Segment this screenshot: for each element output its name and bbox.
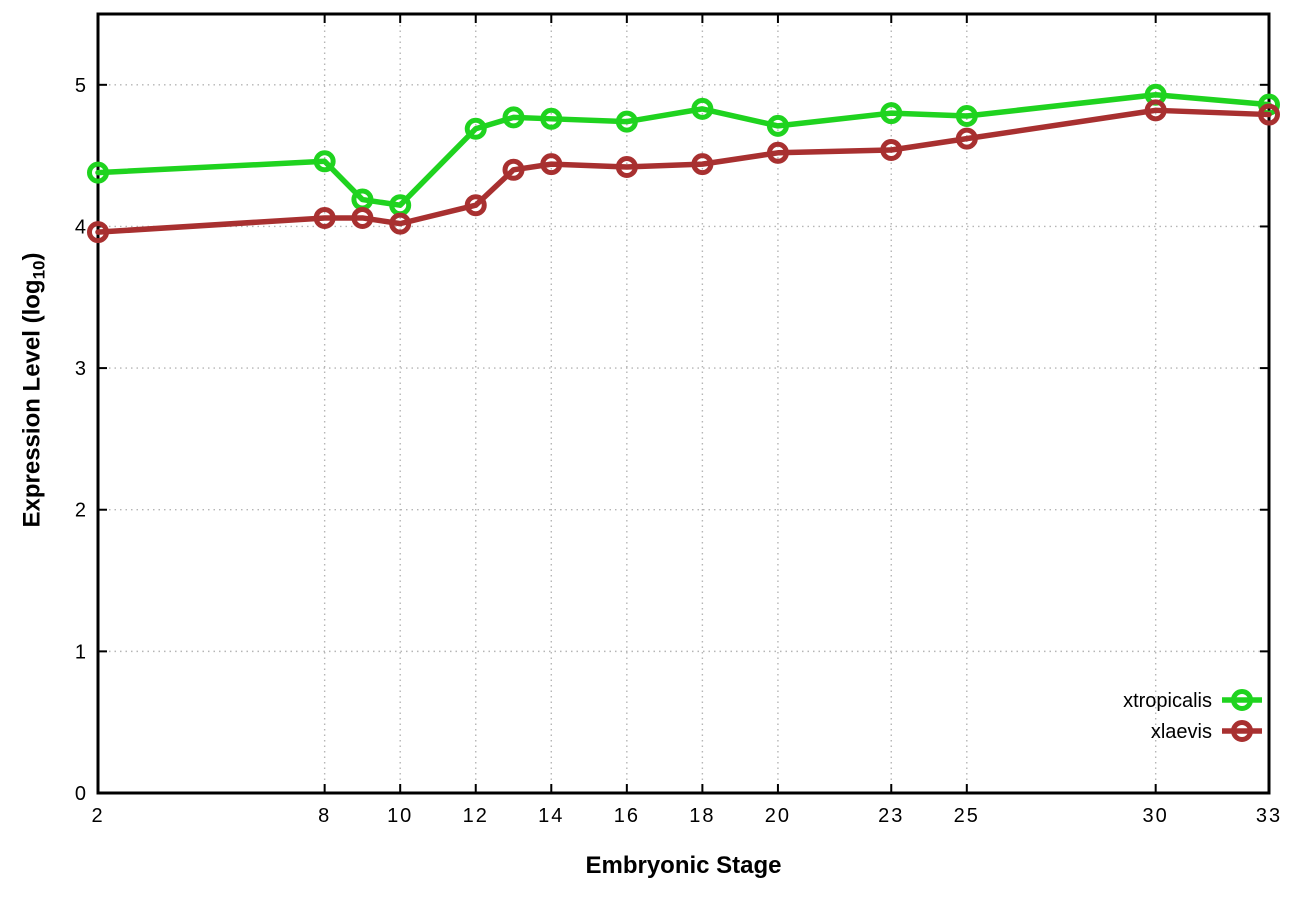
data-point-xlaevis xyxy=(389,212,412,235)
x-tick-label: 20 xyxy=(765,805,791,827)
y-axis-title-close: ) xyxy=(18,252,46,261)
y-axis-title-subscript: 10 xyxy=(29,260,49,280)
legend-sample-marker-xlaevis xyxy=(1231,720,1253,742)
data-point-xlaevis xyxy=(87,221,109,244)
data-point-xlaevis xyxy=(691,153,714,176)
data-point-xtropicalis xyxy=(691,97,714,120)
data-point-xlaevis xyxy=(502,158,525,181)
x-tick-label: 10 xyxy=(387,805,413,827)
x-tick-label: 25 xyxy=(954,805,980,827)
x-tick-label: 16 xyxy=(614,805,640,827)
x-tick-label: 8 xyxy=(318,805,331,827)
data-point-xtropicalis xyxy=(502,106,525,129)
legend-sample-marker-xtropicalis xyxy=(1231,689,1253,711)
x-tick-label: 14 xyxy=(538,805,564,827)
data-point-xtropicalis xyxy=(464,117,487,140)
x-tick-label: 18 xyxy=(689,805,715,827)
data-point-xlaevis xyxy=(540,153,563,176)
data-point-xtropicalis xyxy=(955,104,978,127)
data-point-xtropicalis xyxy=(313,150,336,173)
x-tick-label: 2 xyxy=(91,805,104,827)
y-tick-label: 0 xyxy=(75,783,86,805)
data-point-xlaevis xyxy=(1144,99,1167,122)
data-point-xlaevis xyxy=(880,138,903,161)
x-tick-label: 33 xyxy=(1256,805,1282,827)
series-line-xtropicalis xyxy=(95,91,1272,208)
data-point-xtropicalis xyxy=(87,161,109,184)
y-axis-title-text: Expression Level (log xyxy=(18,279,46,528)
data-point-xtropicalis xyxy=(880,102,903,125)
data-point-xtropicalis xyxy=(540,107,563,130)
y-tick-label: 1 xyxy=(75,641,86,663)
data-point-xtropicalis xyxy=(766,114,789,137)
x-tick-label: 30 xyxy=(1143,805,1169,827)
data-point-xlaevis xyxy=(464,194,487,217)
y-axis-title: Expression Level (log10) xyxy=(19,253,50,528)
y-tick-label: 3 xyxy=(75,358,86,380)
data-point-xlaevis xyxy=(313,206,336,229)
data-point-xlaevis xyxy=(615,155,638,178)
y-tick-label: 4 xyxy=(75,216,86,238)
x-tick-label: 12 xyxy=(463,805,489,827)
data-point-xlaevis xyxy=(351,206,374,229)
data-point-xtropicalis xyxy=(615,110,638,133)
data-point-xlaevis xyxy=(766,141,789,164)
series-line-xlaevis xyxy=(95,107,1272,235)
legend-label-xtropicalis: xtropicalis xyxy=(1123,690,1212,712)
x-tick-label: 23 xyxy=(878,805,904,827)
y-tick-label: 2 xyxy=(75,500,86,522)
data-point-xlaevis xyxy=(955,127,978,150)
plot-frame xyxy=(96,12,1271,795)
y-tick-label: 5 xyxy=(75,75,86,97)
legend-label-xlaevis: xlaevis xyxy=(1151,721,1212,743)
data-point-xlaevis xyxy=(1258,103,1280,126)
x-axis-title: Embryonic Stage xyxy=(585,852,782,879)
